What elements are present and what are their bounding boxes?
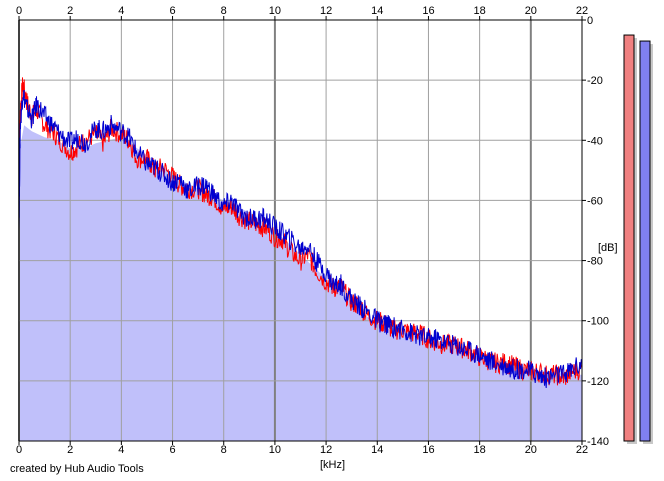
plot-frame	[18, 19, 583, 442]
y-tick-label: -80	[587, 256, 603, 268]
axes: 002244668810101212141416161818202022220-…	[16, 5, 609, 456]
envelope-area	[19, 125, 582, 442]
y-tick-label: -20	[587, 75, 603, 87]
x-tick-label-bottom: 8	[221, 444, 227, 456]
level-meter-right	[639, 40, 651, 442]
x-tick-label-bottom: 12	[320, 444, 332, 456]
x-tick-label-bottom: 6	[169, 444, 175, 456]
x-tick-label-bottom: 16	[422, 444, 434, 456]
level-meter-left	[623, 34, 635, 442]
y-tick-label: -100	[587, 316, 609, 328]
y-tick-label: -140	[587, 436, 609, 448]
x-tick-label-top: 12	[320, 5, 332, 17]
x-tick-label-top: 8	[221, 5, 227, 17]
x-tick-label-bottom: 4	[118, 444, 124, 456]
y-tick-label: 0	[587, 15, 593, 27]
x-tick-label-bottom: 0	[16, 444, 22, 456]
credit-text: created by Hub Audio Tools	[10, 463, 144, 475]
x-tick-label-bottom: 10	[269, 444, 281, 456]
x-tick-label-bottom: 14	[371, 444, 383, 456]
x-tick-label-top: 16	[422, 5, 434, 17]
x-tick-label-top: 2	[67, 5, 73, 17]
series-line-right	[18, 89, 583, 389]
x-tick-label-top: 6	[169, 5, 175, 17]
x-tick-label-top: 20	[525, 5, 537, 17]
x-axis-label: [kHz]	[320, 459, 345, 471]
x-tick-label-top: 4	[118, 5, 124, 17]
x-tick-label-bottom: 22	[576, 444, 588, 456]
x-tick-label-top: 0	[16, 5, 22, 17]
y-tick-label: -40	[587, 135, 603, 147]
y-axis-label: [dB]	[598, 242, 618, 254]
x-tick-label-bottom: 20	[525, 444, 537, 456]
x-tick-label-bottom: 18	[474, 444, 486, 456]
x-tick-label-top: 22	[576, 5, 588, 17]
x-tick-label-top: 14	[371, 5, 383, 17]
x-tick-label-top: 18	[474, 5, 486, 17]
x-tick-label-top: 10	[269, 5, 281, 17]
spectrum-envelope	[19, 125, 582, 442]
y-tick-label: -120	[587, 376, 609, 388]
spectrum-series	[18, 77, 583, 389]
x-tick-label-bottom: 2	[67, 444, 73, 456]
level-meters	[623, 34, 653, 445]
y-tick-label: -60	[587, 195, 603, 207]
